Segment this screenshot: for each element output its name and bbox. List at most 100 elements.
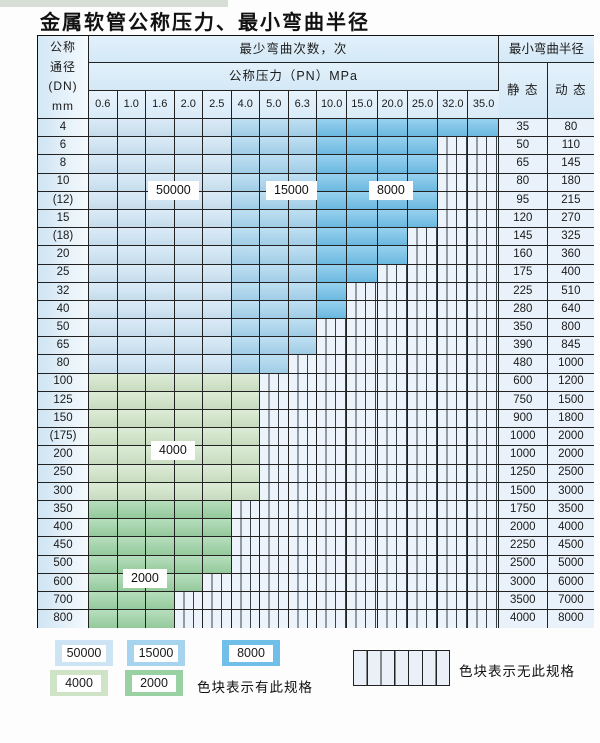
spec-table: 公称 通径 (DN) mm 最少弯曲次数，次 最小弯曲半径 公称压力（PN）MP… (37, 35, 594, 629)
cycle-label-8000: 8000 (369, 181, 413, 200)
spec-cell (89, 537, 118, 556)
radius-header: 最小弯曲半径 (498, 36, 594, 63)
spec-cell (468, 119, 499, 138)
spec-cell (89, 391, 118, 410)
spec-cell (203, 282, 232, 301)
spec-cell (174, 155, 203, 174)
no-spec-cell (407, 246, 439, 265)
spec-cell (203, 537, 232, 556)
spec-cell (117, 191, 146, 210)
dynamic-value-cell: 845 (547, 337, 594, 356)
spec-cell (231, 173, 260, 192)
spec-cell (174, 391, 203, 410)
spec-cell (203, 173, 232, 192)
spec-cell (89, 500, 118, 520)
dn-cell: 800 (38, 610, 89, 629)
no-spec-cell (288, 428, 317, 447)
dn-cell: 300 (38, 482, 89, 501)
static-value-cell: 2000 (498, 519, 548, 538)
no-spec-cell (347, 282, 378, 301)
no-spec-cell (260, 555, 289, 574)
spec-cell (89, 137, 118, 156)
spec-cell (231, 228, 260, 247)
spec-cell (203, 519, 232, 538)
no-spec-cell (377, 410, 408, 429)
spec-cell (117, 373, 146, 392)
spec-cell (146, 373, 175, 392)
no-spec-cell (468, 464, 499, 483)
no-spec-cell (288, 591, 317, 611)
static-value-cell: 1000 (498, 446, 548, 465)
spec-cell (89, 300, 118, 320)
spec-cell (231, 337, 260, 356)
no-spec-cell (260, 610, 289, 629)
no-spec-cell (317, 355, 348, 374)
corner-header-cell: 公称 通径 (DN) mm (38, 36, 89, 119)
spec-cell (347, 119, 378, 138)
pressure-col-header: 25.0 (407, 91, 439, 119)
dn-cell: 32 (38, 282, 89, 301)
no-spec-cell (468, 173, 499, 192)
spec-cell (407, 155, 439, 174)
spec-cell (146, 209, 175, 229)
spec-cell (146, 537, 175, 556)
spec-cell (174, 209, 203, 229)
no-spec-cell (407, 410, 439, 429)
spec-cell (231, 319, 260, 338)
no-spec-cell (377, 555, 408, 574)
no-spec-cell (317, 555, 348, 574)
legend-swatch-4000: 4000 (50, 670, 108, 696)
no-spec-cell (377, 610, 408, 629)
spec-cell (117, 137, 146, 156)
spec-cell (117, 264, 146, 283)
no-spec-cell (317, 373, 348, 392)
no-spec-cell (438, 573, 469, 592)
no-spec-cell (317, 391, 348, 410)
spec-cell (260, 337, 289, 356)
spec-cell (288, 319, 317, 338)
spec-cell (317, 119, 348, 138)
dn-cell: 450 (38, 537, 89, 556)
dynamic-value-cell: 360 (547, 246, 594, 265)
spec-cell (117, 428, 146, 447)
no-spec-cell (438, 464, 469, 483)
spec-cell (231, 464, 260, 483)
no-spec-cell (438, 337, 469, 356)
spec-cell (117, 319, 146, 338)
dynamic-value-cell: 5000 (547, 555, 594, 574)
spec-cell (203, 428, 232, 447)
legend-swatch-label: 15000 (134, 644, 178, 662)
no-spec-cell (438, 355, 469, 374)
dynamic-value-cell: 180 (547, 173, 594, 192)
no-spec-cell (260, 573, 289, 592)
scan-artifact-band (0, 0, 228, 7)
spec-cell (260, 355, 289, 374)
no-spec-cell (438, 537, 469, 556)
no-spec-cell (260, 500, 289, 520)
no-spec-cell (407, 337, 439, 356)
dynamic-value-cell: 4500 (547, 537, 594, 556)
no-spec-cell (468, 519, 499, 538)
spec-cell (203, 137, 232, 156)
spec-cell (174, 482, 203, 501)
no-spec-cell (438, 137, 469, 156)
legend-swatch-15000: 15000 (127, 640, 185, 666)
no-spec-cell (347, 319, 378, 338)
no-spec-cell (288, 482, 317, 501)
spec-cell (89, 519, 118, 538)
no-spec-cell (468, 610, 499, 629)
spec-cell (407, 173, 439, 192)
dn-cell: 25 (38, 264, 89, 283)
pressure-col-header: 2.5 (203, 91, 232, 119)
page-title: 金属软管公称压力、最小弯曲半径 (40, 10, 370, 34)
no-spec-cell (347, 482, 378, 501)
no-spec-cell (438, 428, 469, 447)
no-spec-cell (377, 264, 408, 283)
spec-cell (174, 573, 203, 592)
spec-cell (89, 246, 118, 265)
spec-cell (174, 282, 203, 301)
no-spec-cell (468, 282, 499, 301)
no-spec-cell (377, 519, 408, 538)
static-value-cell: 175 (498, 264, 548, 283)
dynamic-value-cell: 1000 (547, 355, 594, 374)
